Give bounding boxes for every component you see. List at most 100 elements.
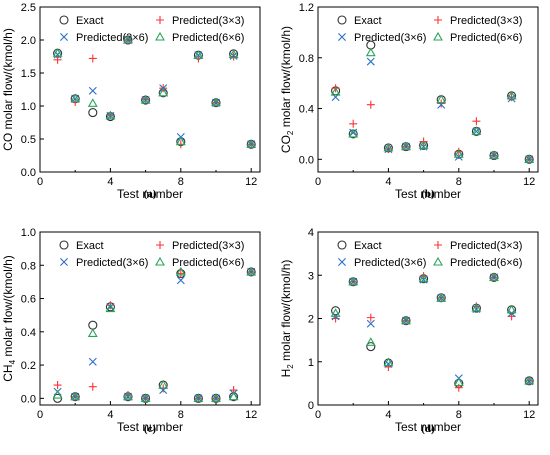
y-axis-label-text: molar flow/(kmol/h) bbox=[279, 260, 293, 365]
y-axis-label-subscript: 2 bbox=[286, 364, 295, 369]
legend-x-icon bbox=[60, 33, 68, 41]
x-tick-label: 0 bbox=[37, 176, 43, 188]
legend-entry: Predicted(3×6) bbox=[60, 32, 148, 44]
data-point bbox=[247, 267, 256, 276]
legend-x-icon bbox=[60, 258, 68, 266]
x-tick-label: 8 bbox=[456, 176, 462, 188]
data-point bbox=[212, 98, 220, 107]
data-point bbox=[366, 313, 375, 322]
data-point bbox=[52, 48, 63, 57]
legend-entry: Exact bbox=[337, 240, 382, 252]
data-point bbox=[212, 394, 220, 403]
y-axis-label-text: molar flow/(kmol/h) bbox=[279, 26, 293, 131]
data-point bbox=[365, 337, 376, 346]
y-axis-label-text: CO bbox=[279, 135, 293, 153]
data-point bbox=[247, 140, 256, 149]
data-point bbox=[71, 392, 80, 401]
data-point bbox=[401, 315, 411, 325]
data-point bbox=[330, 86, 341, 96]
series-triangle bbox=[330, 272, 535, 387]
legend-label: Predicted(3×6) bbox=[76, 32, 148, 44]
data-point bbox=[88, 320, 98, 330]
y-axis-label: CO molar flow/(kmol/h) bbox=[1, 28, 15, 151]
series-triangle bbox=[52, 34, 257, 148]
y-axis-label-text: CH bbox=[1, 364, 15, 381]
legend-plus-icon bbox=[156, 241, 164, 249]
y-tick-label: 0.6 bbox=[21, 294, 36, 306]
x-axis-label: Test number bbox=[117, 187, 183, 201]
data-point bbox=[402, 316, 410, 325]
y-tick-label: 1 bbox=[308, 357, 314, 369]
y-tick-label: 3 bbox=[308, 270, 314, 282]
y-tick-label: 2.5 bbox=[21, 2, 36, 14]
legend-entry: Predicted(6×6) bbox=[433, 31, 522, 44]
y-tick-label: 4 bbox=[308, 227, 314, 239]
data-point bbox=[384, 359, 393, 368]
data-point bbox=[402, 142, 410, 151]
legend-entry: Predicted(3×6) bbox=[338, 257, 426, 269]
legend-entry: Predicted(3×3) bbox=[156, 15, 244, 27]
y-tick-label: 1.2 bbox=[299, 2, 314, 14]
x-tick-label: 0 bbox=[315, 176, 321, 188]
chart-panel-1: 0 4 8 12 0.0 0.4 0.8 1.2 Test number CO2 molar fl… bbox=[279, 2, 539, 201]
data-point bbox=[490, 273, 498, 282]
data-point bbox=[53, 55, 62, 64]
data-point bbox=[453, 149, 464, 158]
x-tick-label: 8 bbox=[178, 409, 184, 421]
series-x bbox=[53, 267, 256, 403]
legend-entry: Predicted(3×6) bbox=[60, 257, 148, 269]
y-axis-label-text: H bbox=[279, 369, 293, 378]
data-point bbox=[436, 94, 447, 104]
y-tick-label: 1.5 bbox=[21, 68, 36, 80]
legend-entry: Predicted(6×6) bbox=[433, 256, 522, 269]
legend-entry: Exact bbox=[59, 15, 104, 27]
x-tick-label: 8 bbox=[178, 176, 184, 188]
data-point bbox=[524, 154, 535, 163]
data-point bbox=[105, 110, 116, 120]
data-point bbox=[229, 51, 238, 60]
data-point bbox=[490, 151, 498, 160]
data-point bbox=[88, 357, 97, 366]
data-point bbox=[348, 128, 359, 138]
legend-triangle-icon bbox=[433, 256, 443, 266]
data-point bbox=[52, 389, 63, 399]
data-point bbox=[123, 34, 133, 44]
series-circle bbox=[53, 35, 256, 149]
legend-entry: Predicted(6×6) bbox=[155, 31, 244, 44]
y-axis-label: H2 molar flow/(kmol/h) bbox=[279, 260, 295, 378]
data-point bbox=[437, 294, 446, 303]
x-axis-label: Test number bbox=[395, 420, 461, 434]
y-tick-label: 2 bbox=[308, 314, 314, 326]
y-tick-label: 0.0 bbox=[299, 154, 314, 166]
series-plus bbox=[53, 267, 256, 403]
x-tick-label: 0 bbox=[315, 409, 321, 421]
y-tick-label: 0 bbox=[308, 400, 314, 412]
data-point bbox=[383, 357, 394, 367]
y-tick-label: 1.0 bbox=[21, 101, 36, 113]
legend-label: Predicted(6×6) bbox=[450, 32, 522, 44]
data-point bbox=[141, 96, 150, 105]
data-point bbox=[330, 308, 341, 317]
x-tick-label: 12 bbox=[245, 176, 257, 188]
series-circle bbox=[331, 272, 534, 388]
x-tick-label: 8 bbox=[456, 409, 462, 421]
legend-circle-icon bbox=[337, 15, 347, 25]
y-tick-label: 1.0 bbox=[21, 227, 36, 239]
data-point bbox=[348, 276, 359, 286]
data-point bbox=[158, 87, 169, 97]
legend-label: Predicted(6×6) bbox=[450, 257, 522, 269]
data-point bbox=[175, 136, 186, 146]
series-triangle bbox=[330, 47, 535, 163]
data-point bbox=[158, 379, 169, 389]
legend-label: Predicted(3×3) bbox=[450, 240, 522, 252]
data-point bbox=[70, 391, 81, 401]
x-tick-label: 0 bbox=[37, 409, 43, 421]
data-point bbox=[472, 127, 481, 136]
data-point bbox=[88, 54, 97, 63]
data-point bbox=[124, 392, 132, 401]
legend-label: Exact bbox=[354, 240, 382, 252]
data-point bbox=[454, 147, 463, 156]
